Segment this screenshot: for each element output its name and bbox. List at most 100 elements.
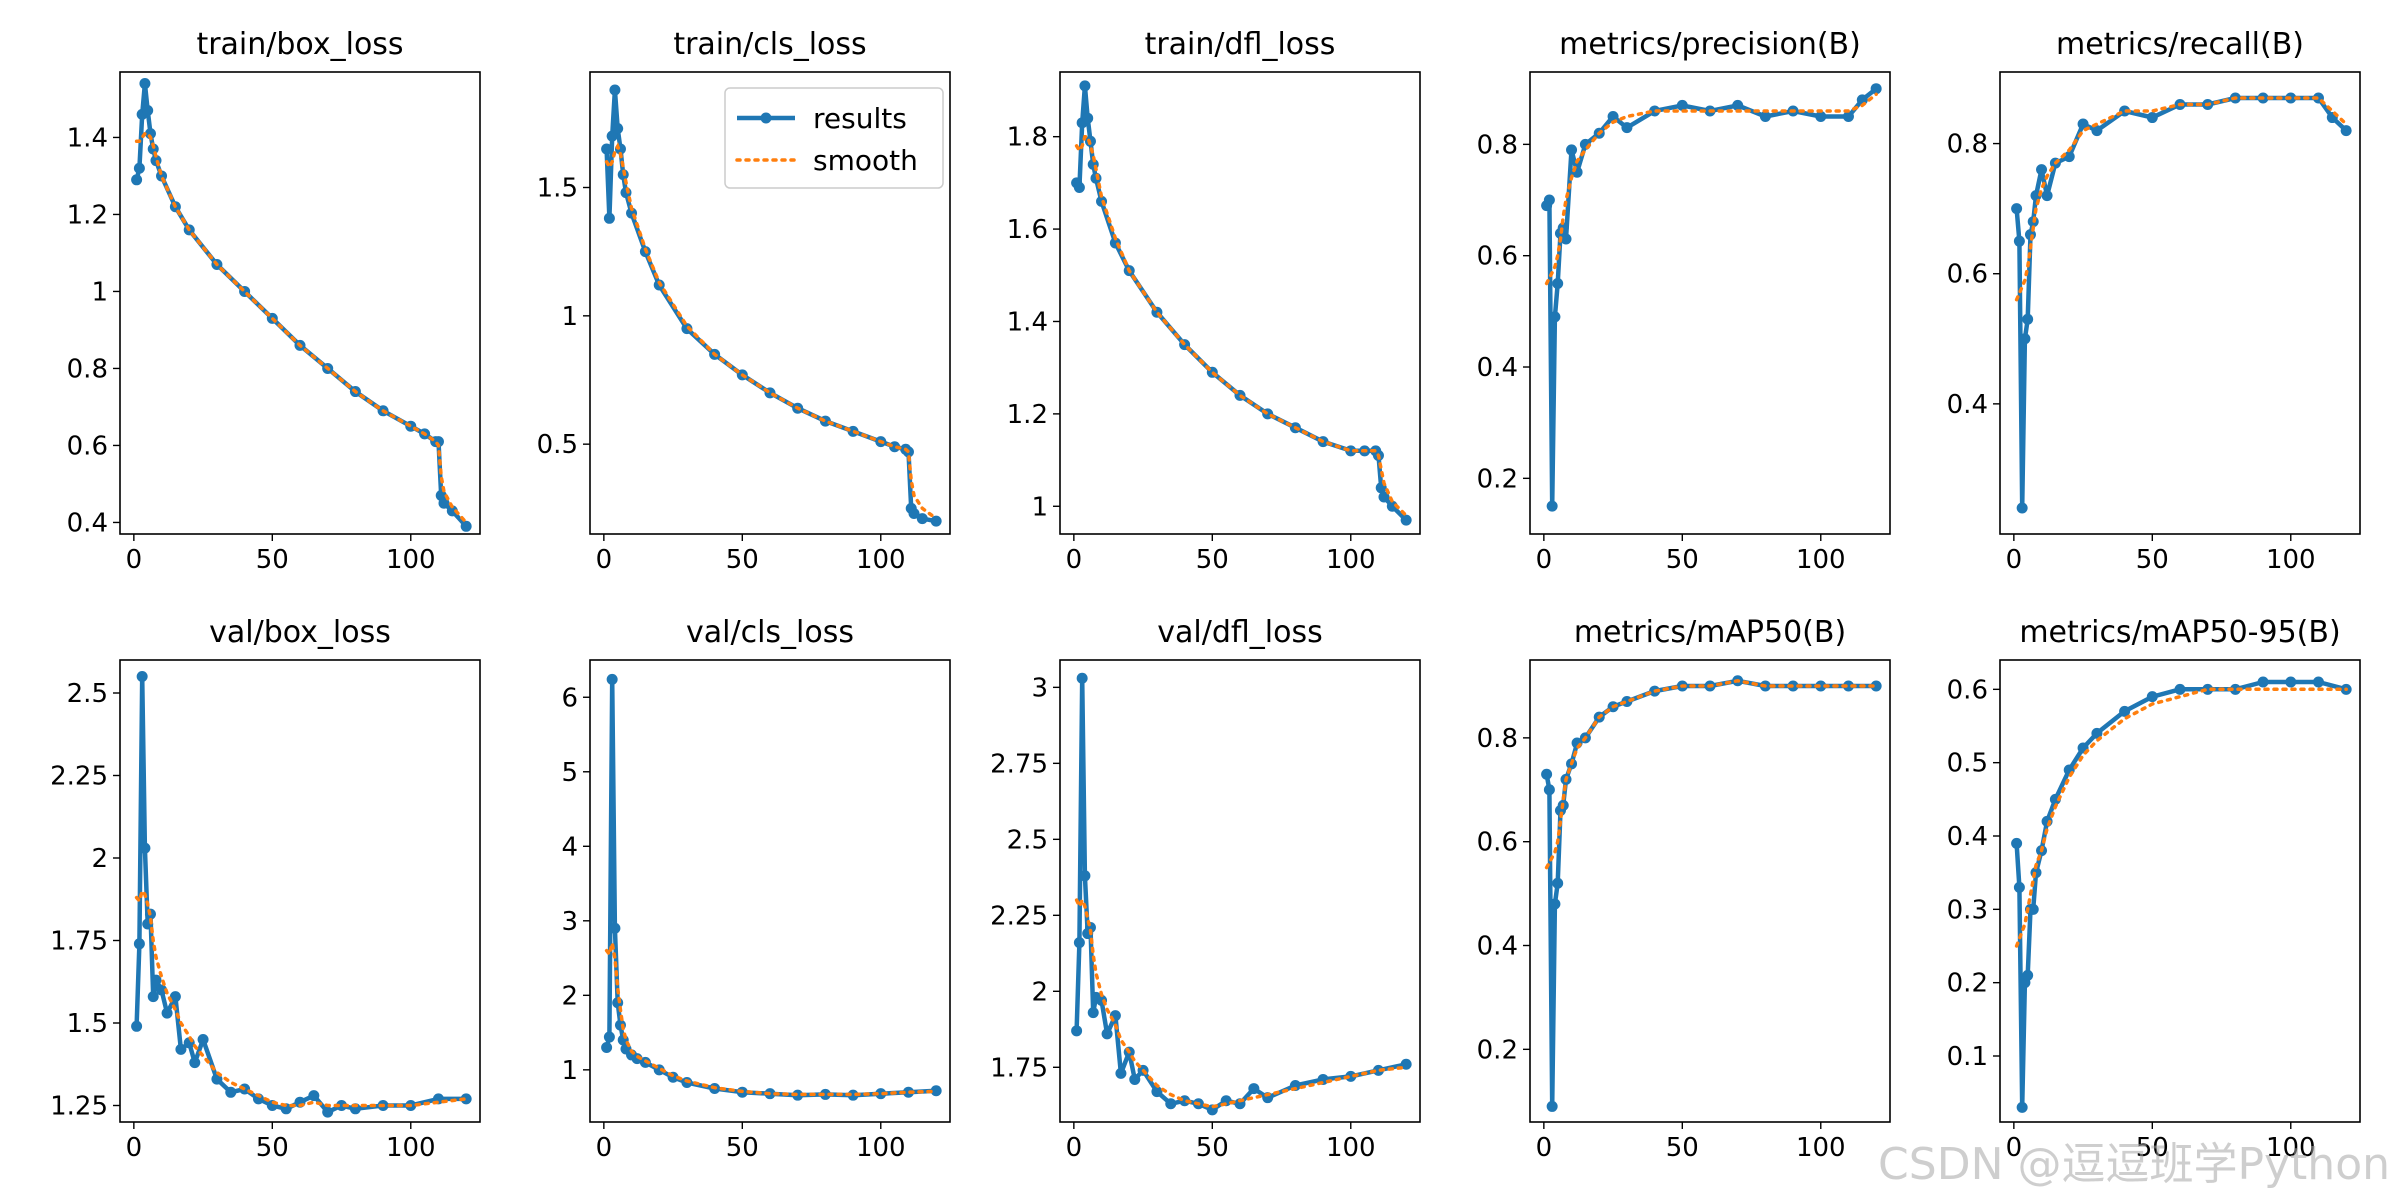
x-tick-label: 100 <box>856 545 906 575</box>
y-tick-label: 2 <box>561 981 578 1011</box>
axes-frame <box>1059 659 1421 1123</box>
results-point <box>2146 691 2158 703</box>
results-point <box>142 105 154 116</box>
results-point <box>847 1089 859 1101</box>
y-tick-label: 5 <box>561 758 578 788</box>
results-point <box>1546 1100 1558 1112</box>
axes-frame <box>1529 71 1891 535</box>
x-tick-label: 50 <box>1196 545 1229 575</box>
results-point <box>1079 80 1091 92</box>
x-tick-label: 0 <box>1066 545 1083 575</box>
axes-frame <box>589 659 951 1123</box>
x-tick-label: 100 <box>2266 1133 2316 1163</box>
results-point <box>601 1041 613 1053</box>
x-tick-label: 100 <box>386 1133 436 1163</box>
y-tick-label: 0.6 <box>1477 242 1518 272</box>
results-point <box>875 1088 887 1100</box>
x-tick-label: 50 <box>726 545 759 575</box>
x-tick-label: 0 <box>126 1133 143 1163</box>
axes-frame <box>589 71 951 535</box>
results-point <box>2091 727 2103 739</box>
x-tick-label: 50 <box>726 1133 759 1163</box>
x-tick-label: 0 <box>1536 545 1553 575</box>
subplot-6: val/box_loss 0 50 100 1.25 1.5 1.75 2 2.25 2.5 <box>50 615 481 1163</box>
y-tick-label: 0.6 <box>1477 828 1518 858</box>
x-tick-label: 50 <box>1196 1133 1229 1163</box>
y-tick-label: 0.2 <box>1477 464 1518 494</box>
results-point <box>916 513 928 525</box>
results-point <box>1543 194 1555 206</box>
x-tick-label: 100 <box>386 545 436 575</box>
y-tick-label: 0.1 <box>1947 1042 1988 1072</box>
y-tick-label: 1 <box>561 302 578 332</box>
y-tick-label: 4 <box>561 832 578 862</box>
results-point <box>156 984 168 996</box>
y-tick-label: 3 <box>1031 673 1048 703</box>
series-results-line <box>1074 675 1407 1113</box>
results-point <box>1073 182 1085 193</box>
y-tick-label: 0.6 <box>67 431 108 461</box>
x-tick-label: 50 <box>2136 545 2169 575</box>
y-tick-label: 1.75 <box>990 1053 1048 1083</box>
y-tick-label: 3 <box>561 907 578 937</box>
y-tick-label: 0.6 <box>1947 675 1988 705</box>
results-point <box>1082 112 1094 124</box>
subplot-title: val/box_loss <box>209 615 391 650</box>
results-point <box>1073 937 1085 949</box>
watermark: CSDN @逗逗班学Python <box>1878 1139 2390 1190</box>
subplot-2: train/cls_loss 0 50 100 0.5 1 1.5 results smooth <box>537 27 951 575</box>
y-tick-label: 0.4 <box>1477 932 1518 962</box>
results-point <box>136 671 148 682</box>
results-point <box>139 78 151 90</box>
results-point <box>147 991 159 1003</box>
y-tick-label: 0.4 <box>1947 822 1988 852</box>
results-point <box>2011 837 2023 849</box>
x-tick-label: 0 <box>2006 545 2023 575</box>
series-smooth-line <box>2014 687 2348 948</box>
y-tick-label: 2.25 <box>990 901 1048 931</box>
subplot-5: metrics/recall(B) 0 50 100 0.4 0.6 0.8 <box>1947 27 2361 575</box>
x-tick-label: 0 <box>1536 1133 1553 1163</box>
x-tick-label: 0 <box>596 545 613 575</box>
series-smooth-line <box>134 131 468 525</box>
results-point <box>1815 680 1827 692</box>
legend-smooth-label: smooth <box>813 144 918 177</box>
subplot-title: train/cls_loss <box>673 27 866 62</box>
results-point <box>1087 1007 1099 1019</box>
subplot-title: metrics/mAP50-95(B) <box>2019 615 2340 650</box>
results-point <box>1378 491 1390 503</box>
y-tick-label: 0.2 <box>1947 969 1988 999</box>
results-point <box>1566 144 1578 156</box>
results-point <box>792 1089 804 1101</box>
results-point <box>2041 190 2053 202</box>
results-point <box>609 84 621 96</box>
results-point <box>139 842 151 854</box>
series-smooth-line <box>604 142 938 521</box>
results-point <box>2013 881 2025 893</box>
results-point <box>2022 313 2034 325</box>
results-point <box>1549 898 1561 910</box>
results-point <box>308 1090 320 1102</box>
results-point <box>1732 99 1744 111</box>
y-tick-label: 1.25 <box>50 1092 108 1122</box>
subplot-title: val/dfl_loss <box>1157 615 1322 650</box>
results-point <box>2011 203 2023 215</box>
results-point <box>1621 122 1633 134</box>
results-point <box>1552 877 1564 889</box>
y-tick-label: 1.4 <box>1007 307 1048 337</box>
results-point <box>1129 1073 1141 1085</box>
results-point <box>1372 1064 1384 1076</box>
subplot-4: metrics/precision(B) 0 50 100 0.2 0.4 0.6 0.8 <box>1477 27 1891 575</box>
results-point <box>2013 235 2025 247</box>
y-tick-label: 0.4 <box>1947 390 1988 420</box>
results-point <box>2019 333 2031 345</box>
results-point <box>1870 680 1882 692</box>
y-tick-label: 2.5 <box>67 679 108 709</box>
series-smooth-line <box>1544 679 1878 870</box>
results-point <box>1543 784 1555 796</box>
x-tick-label: 100 <box>856 1133 906 1163</box>
results-point <box>1815 111 1827 123</box>
y-tick-label: 0.2 <box>1477 1035 1518 1065</box>
results-point <box>1552 278 1564 290</box>
results-point <box>1842 111 1854 123</box>
